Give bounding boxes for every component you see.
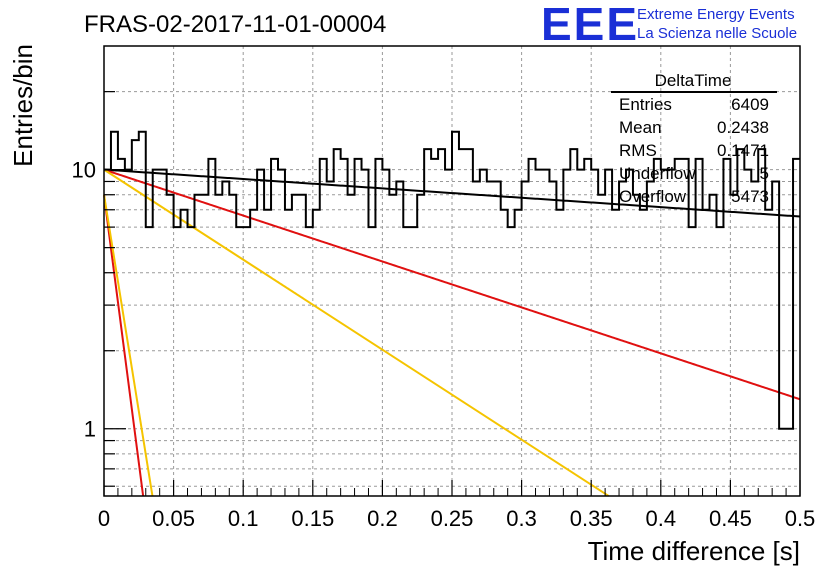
x-tick-label: 0.45 bbox=[709, 506, 752, 531]
chart-title: FRAS-02-2017-11-01-00004 bbox=[84, 11, 386, 38]
x-tick-label: 0.15 bbox=[291, 506, 334, 531]
histogram-series bbox=[104, 130, 800, 430]
x-tick-label: 0.4 bbox=[646, 506, 677, 531]
axis-ticks: 0 0.05 0.1 0.15 0.2 0.25 0.3 0.35 0.4 0.45 0.5 1 10 bbox=[72, 91, 816, 531]
stats-label: Underflow bbox=[619, 164, 696, 183]
y-tick-label: 1 bbox=[84, 417, 96, 442]
stats-label: Overflow bbox=[619, 187, 687, 206]
stats-value: 5 bbox=[760, 164, 769, 183]
x-tick-label: 0.2 bbox=[367, 506, 398, 531]
y-tick-label: 10 bbox=[72, 158, 96, 183]
y-axis-title: Entries/bin bbox=[8, 44, 38, 167]
stats-box: DeltaTime Entries 6409 Mean 0.2438 RMS 0.1471… bbox=[611, 71, 777, 206]
logo-mark: EEE bbox=[541, 0, 639, 50]
stats-title: DeltaTime bbox=[655, 71, 732, 90]
logo-line-2: La Scienza nelle Scuole bbox=[637, 25, 797, 42]
stats-label: Entries bbox=[619, 95, 672, 114]
fit-line bbox=[103, 168, 801, 401]
x-tick-label: 0.3 bbox=[506, 506, 537, 531]
fit-line bbox=[103, 194, 145, 497]
logo: EEE Extreme Energy Events La Scienza nel… bbox=[541, 0, 797, 50]
stats-rows: Entries 6409 Mean 0.2438 RMS 0.1471 Underflow 5… bbox=[619, 95, 769, 206]
x-tick-label: 0.05 bbox=[152, 506, 195, 531]
stats-label: Mean bbox=[619, 118, 662, 137]
x-tick-label: 0.35 bbox=[570, 506, 613, 531]
stats-value: 5473 bbox=[731, 187, 769, 206]
x-tick-label: 0 bbox=[98, 506, 110, 531]
histogram-line bbox=[104, 130, 800, 430]
stats-value: 0.2438 bbox=[717, 118, 769, 137]
stats-value: 0.1471 bbox=[717, 141, 769, 160]
x-tick-label: 0.5 bbox=[785, 506, 816, 531]
x-tick-label: 0.1 bbox=[228, 506, 259, 531]
stats-label: RMS bbox=[619, 141, 657, 160]
fit-line bbox=[103, 194, 154, 497]
logo-line-1: Extreme Energy Events bbox=[637, 6, 795, 23]
x-tick-label: 0.25 bbox=[431, 506, 474, 531]
fit-line bbox=[103, 168, 801, 218]
stats-value: 6409 bbox=[731, 95, 769, 114]
x-axis-title: Time difference [s] bbox=[588, 536, 800, 566]
